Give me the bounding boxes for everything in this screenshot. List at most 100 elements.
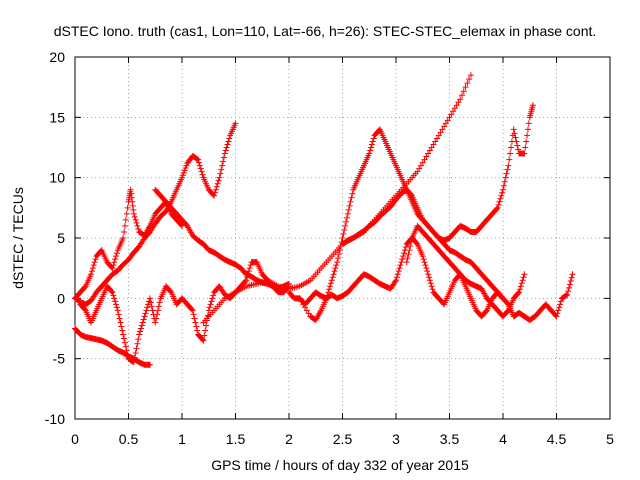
data-point — [369, 138, 376, 145]
data-point — [565, 288, 572, 295]
data-point — [154, 307, 161, 314]
data-point — [110, 262, 117, 269]
data-point — [345, 206, 352, 213]
data-point — [112, 298, 119, 305]
data-point — [120, 235, 127, 241]
data-point — [191, 315, 198, 322]
data-point — [190, 311, 197, 318]
data-point — [496, 198, 503, 205]
data-point — [502, 174, 509, 181]
data-point — [421, 259, 428, 266]
data-point — [121, 339, 128, 346]
data-point — [137, 328, 144, 335]
data-point — [425, 150, 432, 157]
x-tick-label: 1 — [178, 431, 186, 447]
data-point — [193, 323, 200, 330]
data-point — [511, 130, 518, 137]
data-point — [156, 299, 163, 306]
data-point — [457, 96, 464, 103]
data-point — [432, 138, 439, 145]
data-point — [111, 259, 118, 266]
data-point — [523, 138, 530, 145]
data-point — [339, 235, 346, 241]
x-tick-label: 4.5 — [547, 431, 567, 447]
data-point — [404, 255, 411, 262]
data-point — [81, 284, 88, 291]
data-point — [178, 221, 185, 228]
y-tick-label: 15 — [49, 109, 65, 125]
data-point — [118, 323, 125, 330]
data-point — [569, 271, 576, 278]
series-3 — [77, 283, 185, 366]
data-point — [419, 253, 426, 260]
data-point — [399, 256, 406, 263]
data-point — [392, 278, 399, 285]
data-point — [397, 262, 404, 269]
data-point — [154, 311, 161, 318]
data-point — [567, 278, 574, 285]
data-point — [129, 198, 136, 205]
data-point — [439, 126, 446, 133]
data-point — [398, 259, 405, 266]
x-tick-label: 3 — [392, 431, 400, 447]
data-point — [426, 277, 433, 284]
data-point — [566, 281, 573, 288]
data-point — [426, 147, 433, 154]
data-point — [216, 174, 223, 181]
data-point — [515, 290, 522, 297]
data-point — [327, 280, 334, 287]
data-point — [503, 170, 510, 177]
data-point — [428, 283, 435, 290]
data-point — [213, 183, 220, 190]
data-point — [123, 347, 130, 354]
data-point — [223, 144, 230, 151]
data-point — [90, 262, 97, 269]
data-point — [132, 350, 139, 357]
data-point — [131, 354, 138, 361]
data-point — [189, 307, 196, 314]
data-point — [131, 213, 138, 220]
series-1 — [72, 120, 239, 308]
data-points — [72, 72, 576, 368]
x-tick-label: 0 — [71, 431, 79, 447]
data-point — [197, 165, 204, 172]
series-7 — [296, 126, 506, 324]
data-point — [421, 156, 428, 163]
data-point — [139, 319, 146, 326]
data-point — [335, 255, 342, 262]
data-point — [340, 230, 347, 237]
data-point — [196, 162, 203, 169]
data-point — [419, 159, 426, 166]
data-point — [516, 289, 523, 296]
y-axis-label: dSTEC / TECUs — [10, 187, 26, 289]
chart-title: dSTEC Iono. truth (cas1, Lon=110, Lat=-6… — [54, 23, 597, 39]
data-point — [122, 216, 129, 223]
data-point — [328, 277, 335, 284]
x-tick-label: 4 — [499, 431, 507, 447]
data-point — [89, 265, 96, 272]
data-point — [121, 222, 128, 229]
data-point — [494, 204, 501, 211]
data-point — [144, 304, 151, 311]
axis-ticks — [74, 56, 611, 420]
data-point — [129, 202, 136, 209]
data-point — [497, 195, 504, 202]
data-point — [435, 132, 442, 139]
data-point — [348, 194, 355, 201]
data-point — [514, 142, 521, 149]
data-point — [395, 268, 402, 275]
data-point — [367, 147, 374, 154]
data-point — [346, 202, 353, 209]
data-point — [155, 303, 162, 310]
data-point — [136, 331, 143, 338]
data-point — [508, 144, 515, 151]
data-point — [210, 292, 217, 299]
data-point — [394, 271, 401, 278]
data-point — [327, 283, 334, 290]
data-point — [366, 150, 373, 157]
data-point — [243, 277, 250, 284]
data-point — [114, 307, 121, 314]
data-point — [199, 336, 206, 343]
y-tick-label: 0 — [57, 290, 65, 306]
data-point — [135, 225, 142, 232]
